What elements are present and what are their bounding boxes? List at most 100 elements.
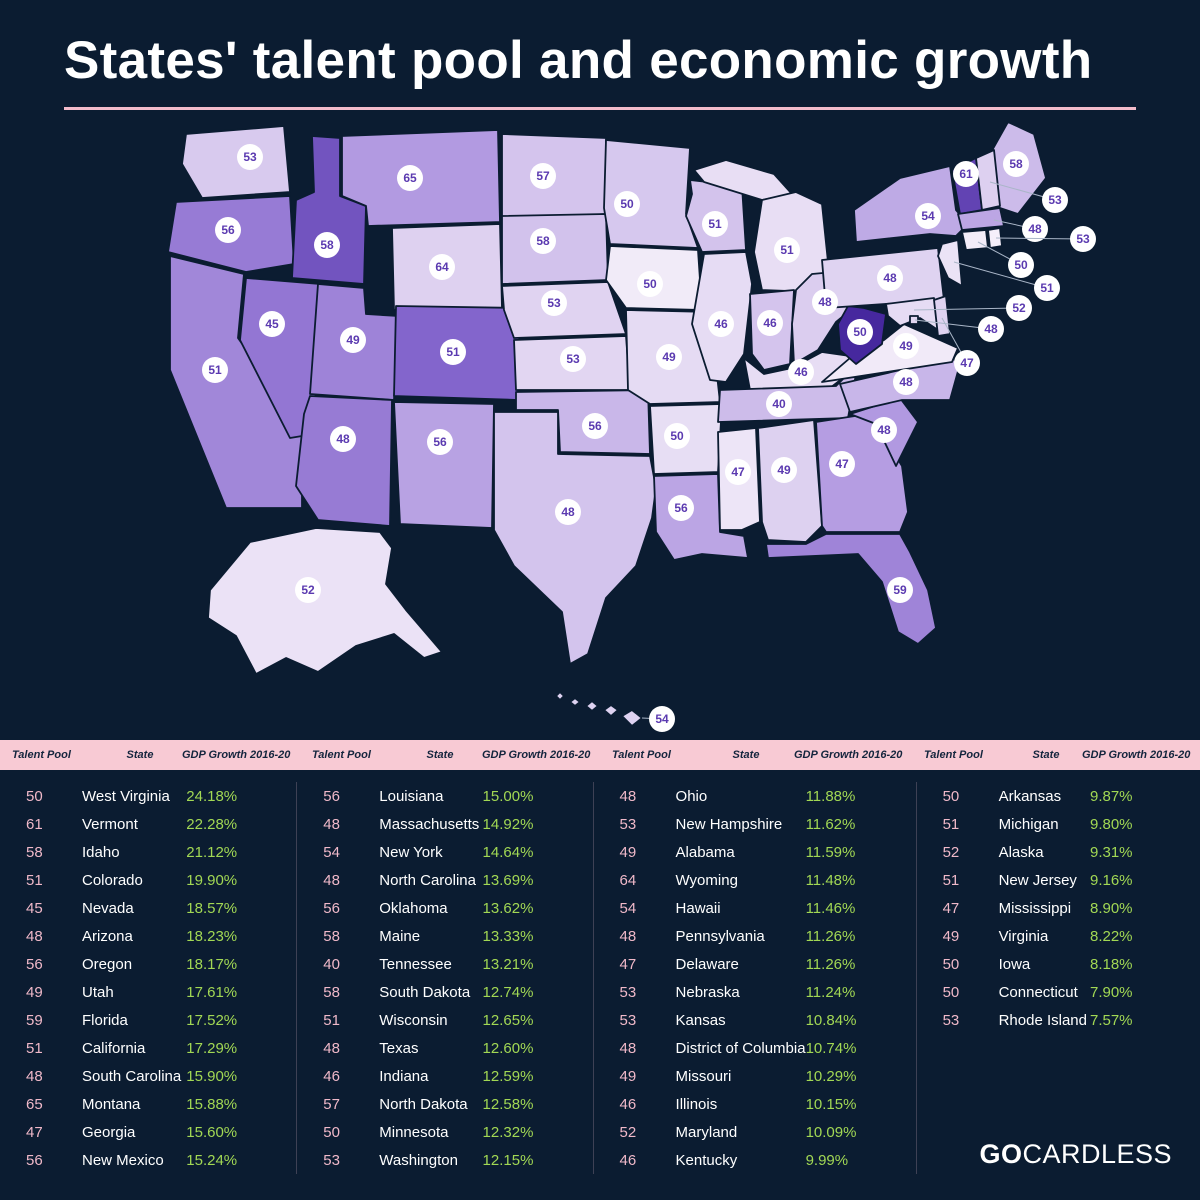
cell-state-name: Arkansas (998, 787, 1062, 805)
cell-gdp-growth: 13.33% (482, 927, 534, 945)
talent-badge-value: 51 (708, 217, 722, 231)
header-state: State (426, 749, 454, 761)
header-talent-pool: Talent Pool (12, 749, 71, 761)
talent-badge-NH: 53 (989, 181, 1068, 213)
table-column: 50 Arkansas 9.87% 51 Michigan 9.80% 52 Alaska 9.… (915, 782, 1200, 1174)
cell-gdp-growth: 18.23% (186, 927, 238, 945)
talent-badge-WY: 64 (429, 254, 455, 280)
header-talent-pool: Talent Pool (612, 749, 671, 761)
table-row: 48 South Carolina 15.90% (0, 1062, 296, 1090)
cell-state-name: Florida (82, 1011, 128, 1029)
header-state: State (1032, 749, 1060, 761)
talent-badge-value: 46 (794, 365, 808, 379)
cell-gdp-growth: 11.24% (805, 983, 856, 1001)
cell-gdp-growth: 17.29% (186, 1039, 238, 1057)
table-row: 53 Rhode Island 7.57% (917, 1006, 1200, 1034)
talent-badge-value: 47 (835, 457, 849, 471)
title-underline (64, 107, 1136, 110)
cell-talent-pool: 56 (26, 955, 43, 973)
page-title: States' talent pool and economic growth (64, 31, 1093, 90)
cell-state-name: Alaska (998, 843, 1044, 861)
cell-talent-pool: 49 (619, 1067, 637, 1085)
cell-gdp-growth: 9.31% (1089, 843, 1133, 861)
cell-gdp-growth: 10.84% (805, 1011, 857, 1029)
cell-state-name: Nevada (82, 899, 134, 917)
table-row: 48 Arizona 18.23% (0, 922, 296, 950)
state-shape-SD (501, 213, 609, 285)
cell-talent-pool: 58 (26, 843, 43, 861)
cell-gdp-growth: 11.46% (805, 899, 856, 917)
talent-badge-IN: 46 (757, 310, 783, 336)
cell-gdp-growth: 13.62% (482, 899, 534, 917)
us-choropleth-map: 53 56 51 45 58 65 64 49 51 48 56 57 58 53 53 56 48 50 50 49… (0, 110, 1200, 740)
talent-badge-ND: 57 (530, 163, 556, 189)
cell-state-name: New York (379, 843, 443, 861)
talent-badge-HI: 54 (641, 706, 675, 732)
talent-badge-value: 48 (561, 505, 575, 519)
cell-state-name: Oklahoma (379, 899, 448, 917)
cell-gdp-growth: 9.80% (1089, 815, 1133, 833)
header-state: State (126, 749, 154, 761)
talent-badge-value: 48 (1028, 222, 1042, 236)
cell-gdp-growth: 10.29% (805, 1067, 857, 1085)
talent-badge-MN: 50 (614, 191, 640, 217)
cell-gdp-growth: 18.57% (186, 899, 238, 917)
talent-badge-DE: 47 (941, 317, 980, 376)
talent-badge-AK: 52 (295, 577, 321, 603)
cell-gdp-growth: 11.26% (805, 927, 856, 945)
table-row: 65 Montana 15.88% (0, 1090, 296, 1118)
cell-gdp-growth: 12.32% (482, 1123, 534, 1141)
talent-badge-value: 58 (536, 234, 550, 248)
table-row: 54 New York 14.64% (297, 838, 592, 866)
talent-badge-value: 53 (1076, 232, 1090, 246)
cell-state-name: Wyoming (675, 871, 738, 889)
table-row: 50 Arkansas 9.87% (917, 782, 1200, 810)
cell-talent-pool: 58 (323, 983, 340, 1001)
state-shape-WA (181, 125, 291, 199)
state-shape-NY (853, 165, 969, 243)
cell-talent-pool: 51 (26, 871, 43, 889)
cell-state-name: New Hampshire (675, 815, 783, 833)
header: States' talent pool and economic growth (0, 0, 1200, 110)
cell-state-name: Mississippi (998, 899, 1072, 917)
cell-state-name: Virginia (998, 927, 1049, 945)
logo-text-rest: CARDLESS (1022, 1139, 1172, 1169)
cell-talent-pool: 49 (942, 927, 960, 945)
cell-talent-pool: 46 (323, 1067, 340, 1085)
cell-talent-pool: 58 (323, 927, 340, 945)
cell-talent-pool: 48 (323, 1039, 340, 1057)
states-data-table: Talent Pool State GDP Growth 2016-20 Talent… (0, 740, 1200, 1174)
talent-badge-MO: 49 (656, 344, 682, 370)
talent-badge-value: 58 (1009, 157, 1023, 171)
talent-badge-value: 54 (655, 712, 669, 726)
talent-badge-SD: 58 (530, 228, 556, 254)
cell-talent-pool: 53 (619, 815, 637, 833)
cell-state-name: Kansas (675, 1011, 726, 1029)
cell-talent-pool: 61 (26, 815, 43, 833)
table-row: 40 Tennessee 13.21% (297, 950, 592, 978)
header-talent-pool: Talent Pool (312, 749, 371, 761)
cell-talent-pool: 48 (26, 927, 43, 945)
table-row: 53 New Hampshire 11.62% (594, 810, 916, 838)
talent-badge-value: 49 (777, 463, 791, 477)
table-row: 48 Massachusetts 14.92% (297, 810, 592, 838)
cell-gdp-growth: 19.90% (186, 871, 238, 889)
state-shape-NH (975, 149, 1001, 211)
cell-talent-pool: 47 (26, 1123, 43, 1141)
table-row: 58 South Dakota 12.74% (297, 978, 592, 1006)
table-row: 53 Washington 12.15% (297, 1146, 592, 1174)
table-column: 48 Ohio 11.88% 53 New Hampshire 11.62% 49 Alaba… (592, 782, 916, 1174)
table-row: 56 Louisiana 15.00% (297, 782, 592, 810)
cell-gdp-growth: 9.16% (1089, 871, 1133, 889)
talent-badge-MT: 65 (397, 165, 423, 191)
state-shape-FL (765, 533, 937, 645)
talent-badge-value: 52 (301, 583, 315, 597)
talent-badge-TN: 40 (766, 391, 792, 417)
table-row: 51 Colorado 19.90% (0, 866, 296, 894)
talent-badge-value: 51 (780, 243, 794, 257)
table-row: 56 Oklahoma 13.62% (297, 894, 592, 922)
table-row: 51 New Jersey 9.16% (917, 866, 1200, 894)
table-row: 46 Kentucky 9.99% (594, 1146, 916, 1174)
table-row: 49 Missouri 10.29% (594, 1062, 916, 1090)
cell-talent-pool: 46 (619, 1151, 637, 1169)
